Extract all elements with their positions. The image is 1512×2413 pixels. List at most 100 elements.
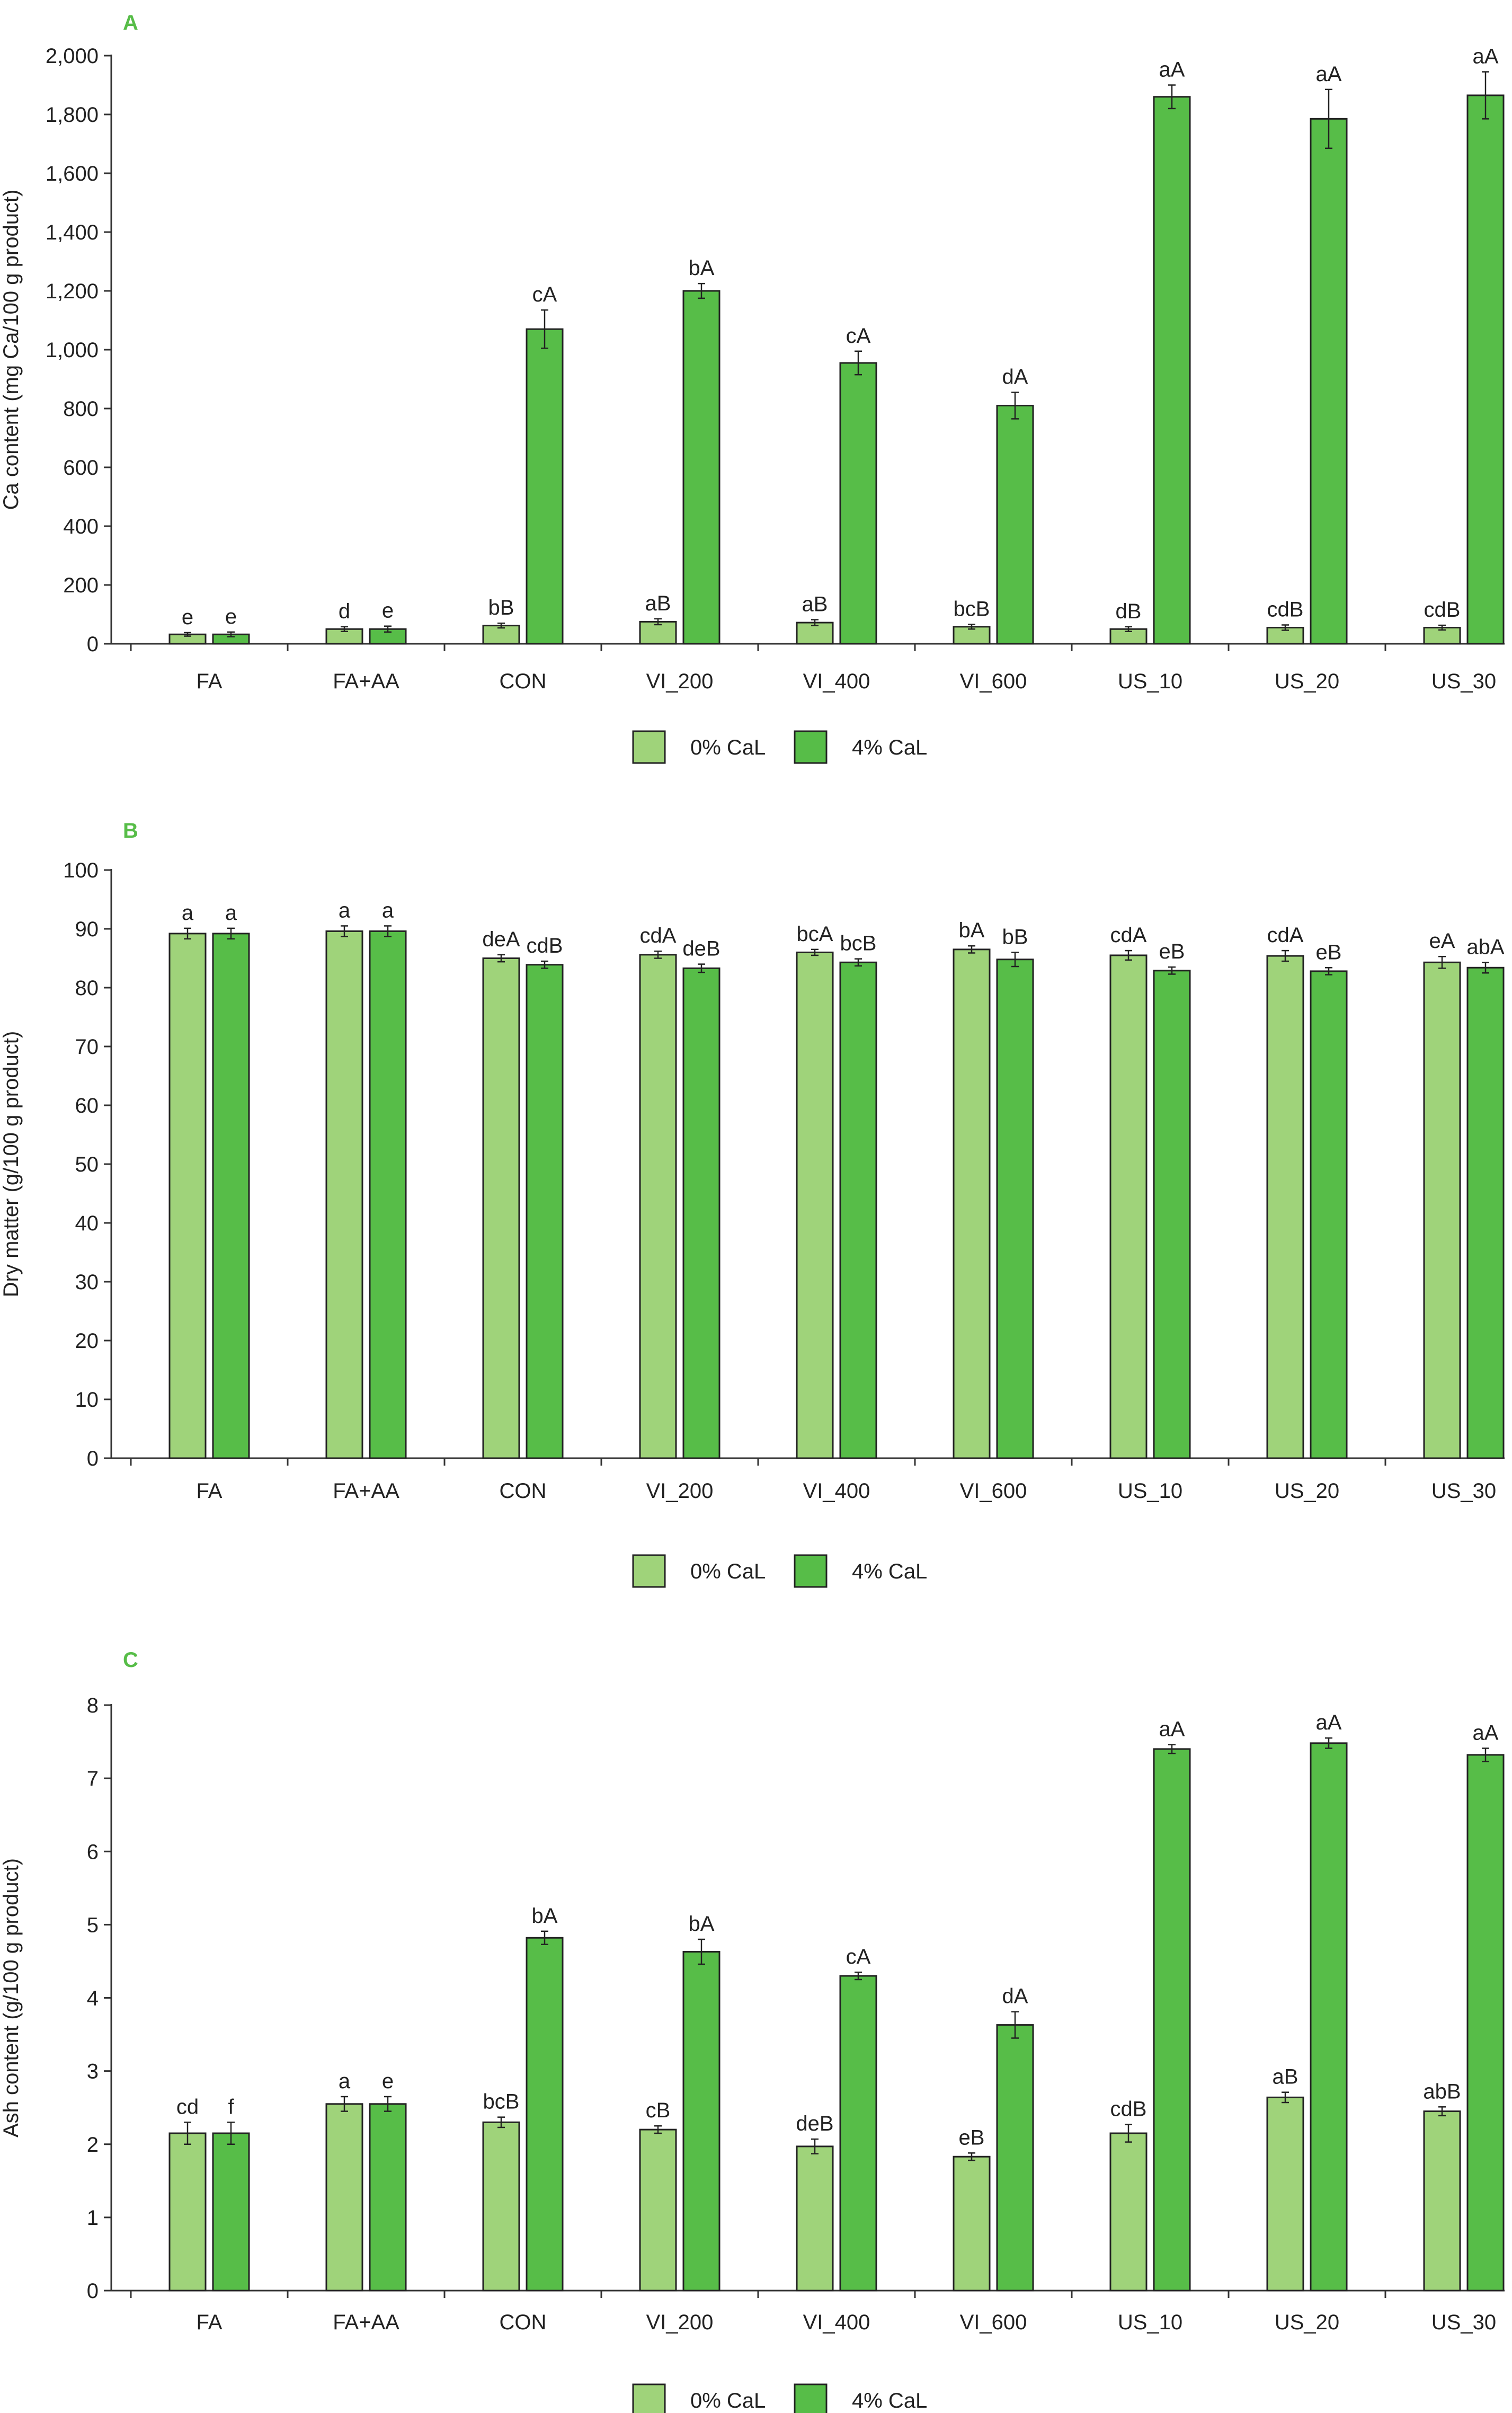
data-label: aA [1316,1711,1342,1734]
bar-light [953,2155,991,2292]
x-tick-label: US_30 [1431,670,1496,693]
data-label: dA [1002,365,1028,388]
panel-letter: A [123,11,138,34]
y-tick-label: 1,400 [46,221,99,244]
bar-dark [1310,970,1348,1459]
legend-label: 4% CaL [852,2389,927,2412]
legend-label: 0% CaL [690,736,766,759]
legend-label: 0% CaL [690,1560,766,1583]
bar-light [1423,2110,1461,2292]
y-tick-label: 0 [87,633,99,656]
bar-dark [1466,1754,1505,2292]
bar-light [482,957,520,1459]
bar-dark [1466,966,1505,1459]
x-tick-label: VI_200 [646,2311,714,2334]
bar-light [168,2132,207,2292]
chart-panel-b: B 0 10 20 30 40 50 60 70 80 90 100 Dry matter (g/100… [0,819,1505,1588]
data-label: aA [1159,58,1185,82]
data-label: cdB [1424,598,1461,622]
legend-swatch [794,730,828,764]
y-tick-label: 90 [75,918,99,941]
y-tick-label: 2 [87,2133,99,2157]
panel-letter: C [123,1648,138,1672]
y-tick-label: 100 [63,859,99,882]
legend: 0% CaL 4% CaL [632,730,927,764]
data-label: a [382,899,394,922]
y-tick-label: 400 [63,515,99,538]
y-tick-label: 200 [63,574,99,597]
y-tick-label: 1,200 [46,280,99,303]
x-tick-label: VI_400 [803,2311,870,2334]
legend-swatch [632,730,666,764]
data-label: cdB [1110,2097,1147,2121]
bar-dark [996,404,1034,645]
data-label: d [339,600,350,623]
data-label: bA [689,1912,715,1936]
bar-dark [1153,1748,1191,2292]
x-tick-label: VI_600 [960,1479,1027,1503]
data-label: aA [1316,63,1342,86]
legend-swatch [632,1554,666,1588]
legend-label: 4% CaL [852,1560,927,1583]
x-tick-label: FA+AA [333,670,399,693]
y-tick-label: 5 [87,1913,99,1937]
y-tick-label: 1,600 [46,162,99,185]
bar-dark [1310,118,1348,645]
bar-light [1109,2132,1148,2292]
data-label: f [228,2095,234,2118]
data-label: e [382,2070,394,2093]
data-label: aB [1273,2065,1298,2089]
legend: 0% CaL 4% CaL [632,1554,927,1588]
x-tick-label: VI_200 [646,670,714,693]
y-tick-label: 30 [75,1271,99,1294]
x-tick-label: FA [197,670,223,693]
bar-dark [212,933,250,1459]
y-tick-label: 7 [87,1767,99,1790]
data-label: deB [682,937,720,961]
bar-light [325,2103,363,2292]
bar-dark [526,964,564,1459]
data-label: bcB [483,2090,520,2114]
x-tick-label: US_20 [1275,670,1339,693]
bar-dark [1466,94,1505,645]
data-label: bA [532,1904,558,1928]
bar-dark [1310,1742,1348,2292]
chart-panel-a: A 0 200 400 600 800 1,000 1,200 1,400 1,600 1,800 2… [0,11,1505,764]
y-tick-label: 2,000 [46,45,99,68]
data-label: cdA [1267,924,1304,947]
y-tick-label: 0 [87,2279,99,2303]
y-tick-label: 20 [75,1329,99,1353]
legend-swatch [794,2383,828,2413]
bar-dark [996,2024,1034,2292]
y-tick-label: 3 [87,2060,99,2083]
legend-swatch [794,1554,828,1588]
data-label: bA [959,919,985,942]
y-tick-label: 0 [87,1447,99,1470]
data-label: aA [1473,45,1499,68]
data-label: abB [1423,2080,1461,2103]
data-label: aB [645,592,671,615]
bar-light [325,930,363,1459]
y-tick-label: 600 [63,456,99,480]
data-label: cA [846,1945,871,1968]
x-tick-label: FA+AA [333,2311,399,2334]
y-tick-label: 50 [75,1153,99,1176]
bar-light [1109,954,1148,1459]
x-tick-label: FA [197,2311,223,2334]
chart-panel-c: C 0 1 2 3 4 5 6 7 8 Ash content (g/100 g product) F… [0,1648,1505,2413]
x-tick-label: US_20 [1275,1479,1339,1503]
bar-light [168,933,207,1459]
data-label: cd [176,2095,199,2118]
data-label: bcA [797,922,833,946]
data-label: aB [802,592,828,616]
bar-light [639,2128,677,2292]
bar-light [796,951,834,1459]
data-label: eB [1316,941,1342,964]
x-tick-label: VI_600 [960,2311,1027,2334]
data-label: bB [1002,925,1028,948]
y-tick-label: 1,800 [46,103,99,127]
data-label: aA [1159,1718,1185,1741]
bar-light [1266,955,1304,1459]
data-label: deB [796,2112,833,2135]
bar-dark [996,959,1034,1459]
